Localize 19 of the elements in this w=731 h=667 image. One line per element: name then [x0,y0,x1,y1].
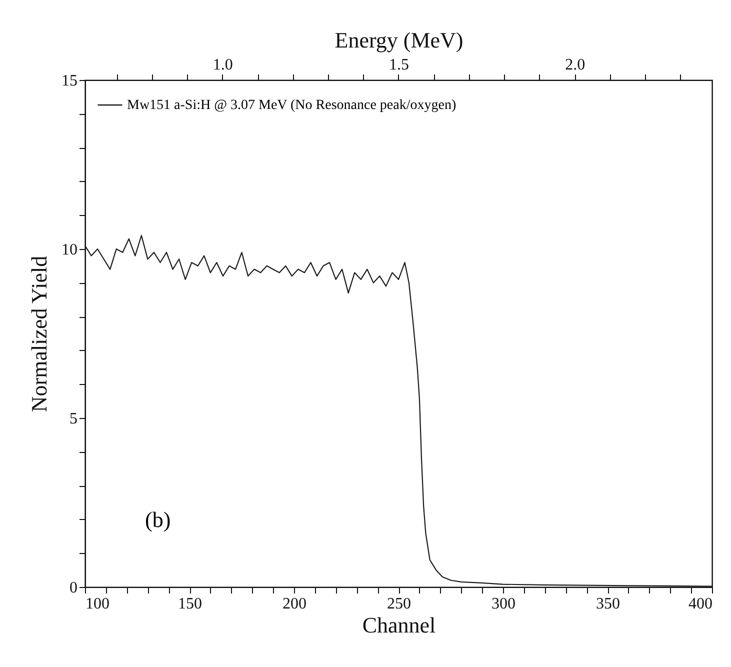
x-tick-label: 200 [282,596,306,612]
x2-axis-title: Energy (MeV) [334,28,464,52]
y-tick-label: 5 [70,410,78,428]
legend-label: Mw151 a-Si:H @ 3.07 MeV (No Resonance peak/oxygen) [127,98,456,113]
x2-tick-label: 1.5 [389,56,409,74]
x2-tick-label: 2.0 [565,56,586,74]
y-tick-label: 15 [62,72,78,90]
y-tick-label: 0 [70,580,78,596]
y-axis-title: Normalized Yield [26,256,52,412]
y-tick-label: 10 [62,242,78,258]
x2-tick-label: 1.0 [212,56,233,74]
annotation: (b) [145,507,171,532]
x-tick-label: 350 [596,596,620,612]
x-tick-label: 300 [492,596,516,612]
x-axis-title: Channel [362,612,436,638]
x-tick-label: 100 [86,596,110,612]
x-tick-label: 150 [178,596,202,612]
x-tick-label: 400 [688,596,712,612]
x-tick-label: 250 [387,596,411,612]
